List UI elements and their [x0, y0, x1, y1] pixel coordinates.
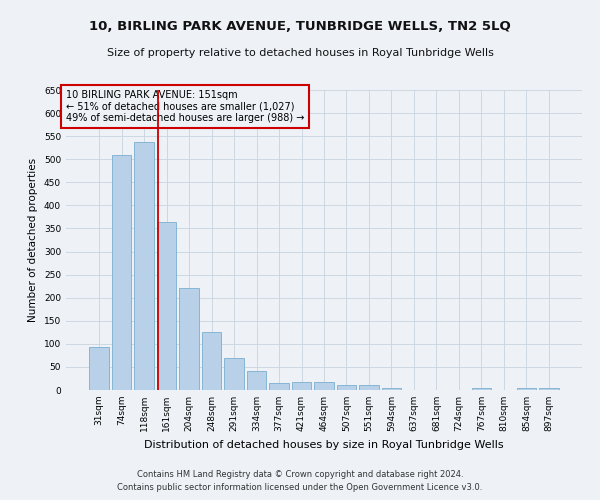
Y-axis label: Number of detached properties: Number of detached properties: [28, 158, 38, 322]
Bar: [337, 386, 356, 390]
Bar: [517, 388, 536, 390]
Bar: [224, 358, 244, 390]
Bar: [134, 142, 154, 390]
Text: 10 BIRLING PARK AVENUE: 151sqm
← 51% of detached houses are smaller (1,027)
49% : 10 BIRLING PARK AVENUE: 151sqm ← 51% of …: [66, 90, 304, 123]
X-axis label: Distribution of detached houses by size in Royal Tunbridge Wells: Distribution of detached houses by size …: [144, 440, 504, 450]
Bar: [539, 388, 559, 390]
Text: Contains HM Land Registry data © Crown copyright and database right 2024.
Contai: Contains HM Land Registry data © Crown c…: [118, 470, 482, 492]
Bar: [179, 288, 199, 390]
Bar: [89, 347, 109, 390]
Bar: [314, 382, 334, 390]
Bar: [269, 383, 289, 390]
Bar: [292, 382, 311, 390]
Text: Size of property relative to detached houses in Royal Tunbridge Wells: Size of property relative to detached ho…: [107, 48, 493, 58]
Bar: [472, 388, 491, 390]
Bar: [382, 388, 401, 390]
Bar: [157, 222, 176, 390]
Bar: [359, 386, 379, 390]
Bar: [112, 154, 131, 390]
Bar: [202, 332, 221, 390]
Text: 10, BIRLING PARK AVENUE, TUNBRIDGE WELLS, TN2 5LQ: 10, BIRLING PARK AVENUE, TUNBRIDGE WELLS…: [89, 20, 511, 33]
Bar: [247, 370, 266, 390]
